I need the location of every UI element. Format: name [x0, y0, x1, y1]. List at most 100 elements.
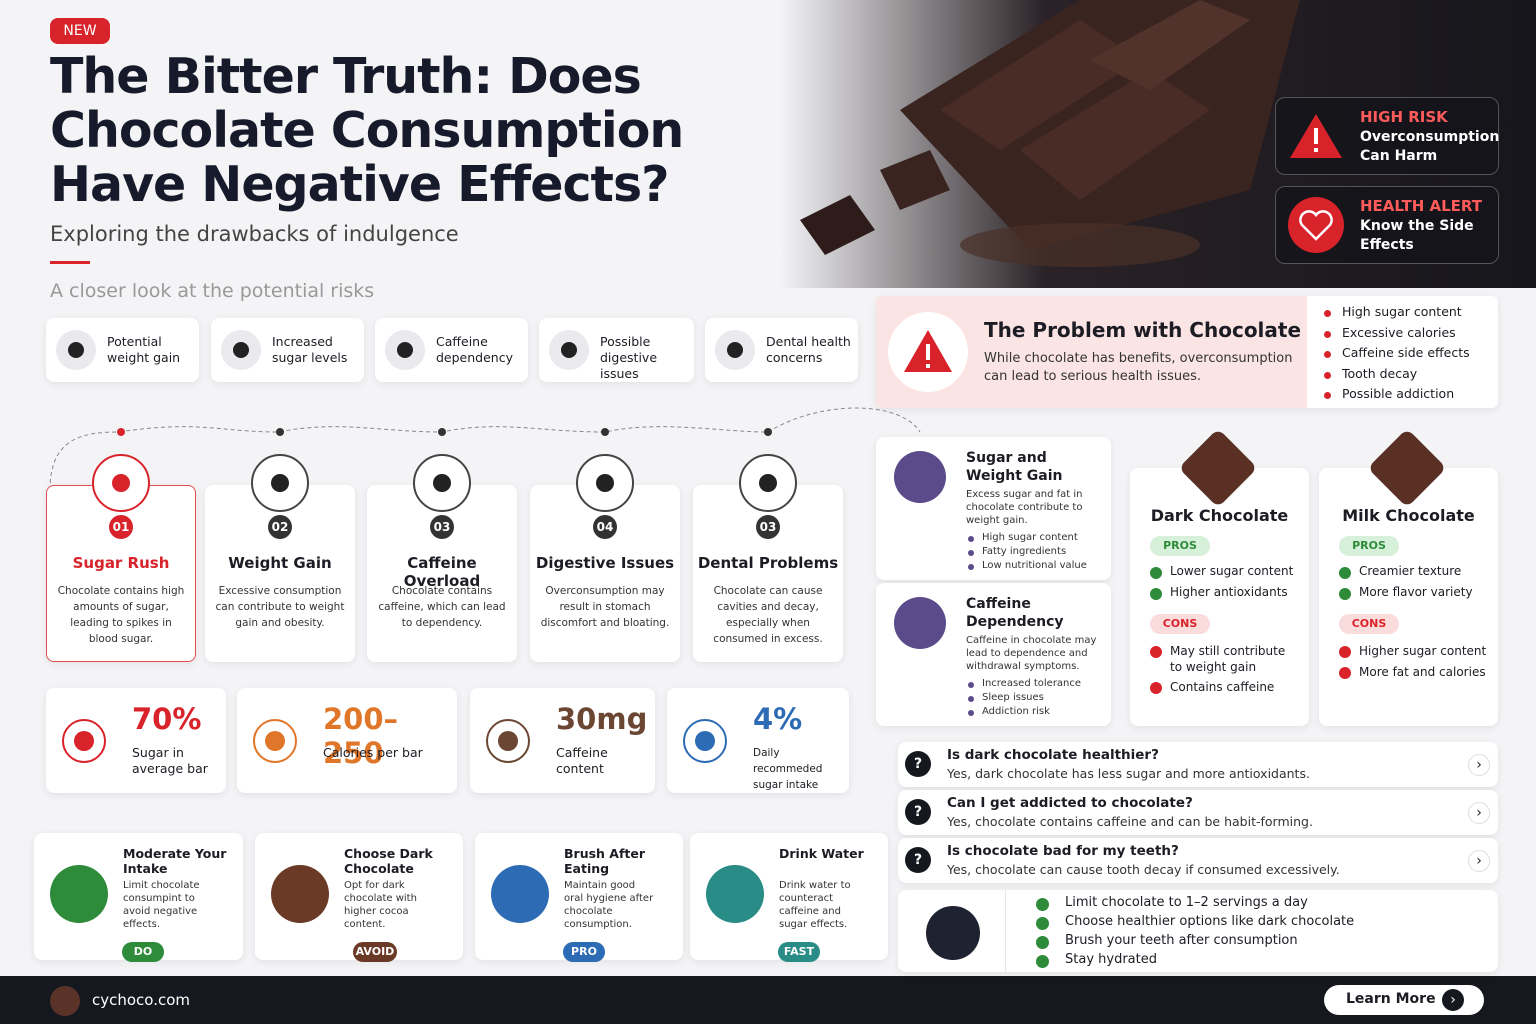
bullet — [1036, 936, 1049, 949]
timeline-node — [276, 428, 284, 436]
warning-icon — [888, 312, 968, 392]
faq-question[interactable]: Is chocolate bad for my teeth? — [947, 843, 1179, 859]
bullet — [727, 342, 743, 358]
bullet — [596, 474, 614, 492]
bullet — [1150, 588, 1162, 600]
stat-value: 70% — [132, 702, 202, 736]
step-card — [205, 485, 355, 662]
faq-item[interactable]: ? Is dark chocolate healthier? Yes, dark c… — [898, 742, 1498, 787]
comparison-title: Milk Chocolate — [1342, 506, 1475, 525]
stat-card: 30mg Caffeine content — [470, 688, 655, 793]
step-title: Dental Problems — [697, 554, 839, 572]
stat-card: 70% Sugar in average bar — [46, 688, 226, 793]
stat-icon — [62, 719, 106, 763]
footer: cychoco.com Learn More › — [0, 976, 1536, 1024]
bullet — [561, 342, 577, 358]
step-text: Chocolate contains high amounts of sugar… — [57, 585, 185, 645]
timeline-node — [438, 428, 446, 436]
site-logo — [50, 986, 80, 1016]
faq-chevron[interactable]: › — [1468, 850, 1490, 872]
bullet — [433, 474, 451, 492]
comparison-title: Dark Chocolate — [1150, 506, 1289, 525]
faq-question[interactable]: Can I get addicted to chocolate? — [947, 795, 1193, 811]
tip-card: Brush After Eating Maintain good oral hyg… — [475, 833, 683, 962]
tip-title: Brush After Eating — [564, 846, 646, 876]
pro-item: More flavor variety — [1359, 585, 1473, 599]
faq-question[interactable]: Is dark chocolate healthier? — [947, 747, 1159, 763]
problem-point: Excessive calories — [1342, 324, 1456, 340]
bullet — [68, 342, 84, 358]
button-arrow[interactable]: › — [1442, 989, 1464, 1011]
faq-item[interactable]: ? Is chocolate bad for my teeth? Yes, choc… — [898, 838, 1498, 883]
tip-card: Choose Dark Chocolate Opt for dark chocol… — [255, 833, 463, 962]
section-label: A closer look at the potential risks — [50, 280, 375, 302]
side-icon — [894, 451, 946, 503]
side-point: Sleep issues — [982, 692, 1044, 703]
tip-icon — [706, 865, 764, 923]
faq-item[interactable]: ? Can I get addicted to chocolate? Yes, ch… — [898, 790, 1498, 835]
faq-chevron[interactable]: › — [1468, 802, 1490, 824]
chip-label: Possible digestive issues — [600, 334, 658, 381]
bullet — [74, 731, 94, 751]
stat-icon — [486, 719, 530, 763]
new-badge: NEW — [50, 18, 110, 44]
step-icon — [251, 454, 309, 512]
step-title: Weight Gain — [228, 554, 332, 572]
bullet — [1036, 955, 1049, 968]
bullet — [1339, 567, 1351, 579]
subtitle: Exploring the drawbacks of indulgence — [50, 222, 459, 246]
learn-more-button[interactable]: Learn More › — [1324, 985, 1484, 1015]
problem-point: Caffeine side effects — [1342, 345, 1470, 360]
step-icon — [92, 454, 150, 512]
button-label[interactable]: Learn More — [1346, 991, 1436, 1007]
alert-title: HEALTH ALERT — [1360, 197, 1483, 215]
step-text: Excessive consumption can contribute to … — [215, 585, 345, 629]
step-card — [367, 485, 517, 662]
stat-label: Sugar in average bar — [132, 745, 208, 776]
bullet — [1339, 667, 1351, 679]
bullet — [1150, 682, 1162, 694]
stat-label: Daily recommeded sugar intake — [753, 747, 823, 791]
step-number: 03 — [430, 515, 454, 539]
alert-text: Overconsumption Can Harm — [1360, 129, 1500, 164]
problem-point: Possible addiction — [1342, 386, 1455, 401]
side-point: Increased tolerance — [982, 678, 1082, 689]
step-text: Chocolate contains caffeine, which can l… — [378, 585, 506, 629]
faq-answer[interactable]: Yes, chocolate contains caffeine and can… — [947, 814, 1313, 829]
faq-answer[interactable]: Yes, dark chocolate has less sugar and m… — [947, 766, 1310, 781]
step-icon — [413, 454, 471, 512]
faq-icon[interactable]: ? — [905, 751, 931, 777]
side-point: Fatty ingredients — [982, 546, 1067, 557]
alert-title: HIGH RISK — [1360, 108, 1448, 126]
problem-text: While chocolate has benefits, overconsum… — [984, 351, 1293, 384]
faq-answer[interactable]: Yes, chocolate can cause tooth decay if … — [947, 862, 1340, 877]
bullet — [968, 550, 974, 556]
chip-label: Dental health concerns — [766, 334, 851, 365]
bullet — [233, 342, 249, 358]
bullet — [498, 731, 518, 751]
side-point: Low nutritional value — [982, 560, 1087, 571]
bullet — [1036, 917, 1049, 930]
chocolate-icon — [1178, 428, 1258, 508]
step-title: Digestive Issues — [535, 554, 675, 572]
stat-icon — [253, 719, 297, 763]
chip-label: Increased sugar levels — [272, 334, 348, 365]
step-number: 01 — [109, 515, 133, 539]
pros-label: PROS — [1339, 536, 1399, 556]
faq-icon[interactable]: ? — [905, 847, 931, 873]
con-item: More fat and calories — [1359, 665, 1486, 679]
tip-title: Drink Water — [779, 846, 864, 861]
tip-card: Moderate Your Intake Limit chocolate cons… — [34, 833, 243, 962]
faq-chevron[interactable]: › — [1468, 754, 1490, 776]
side-card: Caffeine Dependency Caffeine in chocolate… — [876, 583, 1111, 726]
checklist-card: Limit chocolate to 1–2 servings a day Cho… — [898, 890, 1498, 972]
step-title: Caffeine Overload — [403, 554, 481, 590]
checklist-item: Stay hydrated — [1065, 952, 1157, 967]
step-text: Chocolate can cause cavities and decay, … — [713, 585, 823, 645]
faq-icon[interactable]: ? — [905, 799, 931, 825]
tip-icon — [50, 865, 108, 923]
checklist-item: Choose healthier options like dark choco… — [1065, 914, 1355, 929]
stat-icon — [683, 719, 727, 763]
